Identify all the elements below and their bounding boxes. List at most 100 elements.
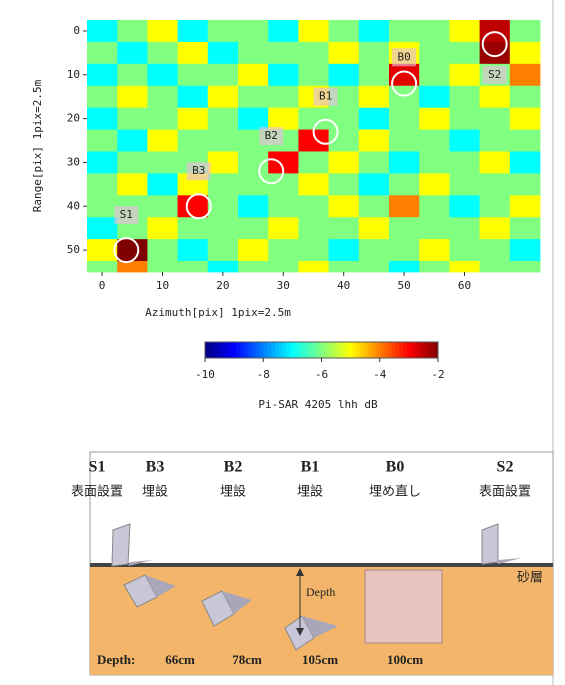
colorbar-swatch [313,342,319,358]
heatmap-cell [87,107,118,130]
heatmap-cell [328,107,360,130]
heatmap-cell [147,63,178,87]
target-label: S1 [120,208,133,221]
target-circle [185,193,212,220]
colorbar-swatch [286,342,291,358]
target-circle [391,70,418,97]
heatmap-cell [419,107,450,130]
colorbar-label: Pi-SAR 4205 lhh dB [258,398,378,411]
heatmap-cell [389,20,420,43]
heatmap-cell [419,20,450,43]
depth-title: Depth: [97,652,135,667]
target-label: B0 [397,50,410,63]
target-label: S2 [488,68,501,81]
colorbar-swatch [403,342,408,358]
heatmap-cell [449,195,480,218]
ground-line [90,563,553,567]
heatmap-cell [147,239,178,262]
colorbar-swatch [329,342,334,358]
heatmap-cell [298,239,329,262]
colorbar-swatch [263,342,268,358]
colorbar-swatch [379,342,385,358]
heatmap-cell [207,20,239,43]
heatmap-cell [479,107,511,130]
target-name: S2 [497,459,514,476]
colorbar-swatch [337,342,342,358]
heatmap-cell [358,41,390,65]
colorbar-swatch [212,342,218,358]
target-label: B2 [265,129,278,142]
colorbar-swatch [387,342,392,358]
colorbar-swatch [317,342,322,358]
target-circle [258,158,285,185]
heatmap-cell [117,63,148,87]
colorbar-swatch [247,342,253,358]
colorbar-swatch [216,342,222,358]
colorbar-swatch [406,342,412,358]
heatmap-cell [238,261,269,273]
depth-value: 105cm [302,652,338,667]
heatmap-cell [509,261,541,273]
target-label: B3 [192,164,205,177]
depth-arrow-head [296,568,304,576]
heatmap-cell [147,151,178,174]
heatmap-cell [479,217,511,240]
heatmap-cell [238,107,269,130]
heatmap-cell [358,151,390,174]
heatmap-cell [87,261,118,273]
heatmap-cell [358,239,390,262]
colorbar-swatch [348,342,354,358]
colorbar-tick-label: -2 [431,368,444,381]
heatmap-cell [238,195,269,218]
colorbar-tick-label: -4 [373,368,387,381]
colorbar-swatch [371,342,377,358]
heatmap-cell [358,217,390,240]
colorbar-swatch [294,342,299,358]
heatmap-cell [117,85,148,109]
heatmap-cell [177,261,209,273]
colorbar-swatch [399,342,404,358]
colorbar-swatch [418,342,423,358]
y-tick-label: 20 [67,112,80,125]
heatmap-cell [268,20,299,43]
heatmap-cell [147,20,178,43]
heatmap-cell [358,195,390,218]
heatmap-cell [147,173,178,196]
heatmap-cell [117,173,148,196]
target-name: S1 [89,459,106,476]
heatmap-cell [298,151,329,174]
heatmap-cell [147,85,178,109]
target-circle [312,118,339,145]
colorbar-swatch [232,342,237,358]
reflector-b3-wing [145,575,176,597]
heatmap-cell [298,129,329,152]
heatmap-cell [328,20,360,43]
heatmap-cell [268,85,299,109]
colorbar-swatch [251,342,256,358]
colorbar-swatch [360,342,365,358]
heatmap-cell [509,107,541,130]
colorbar-swatch [391,342,396,358]
heatmap-cell [449,217,480,240]
heatmap-cell [268,63,299,87]
heatmap-cell [479,239,511,262]
y-tick-label: 40 [67,199,80,212]
heatmap-cell [87,239,118,262]
reflector-s2 [481,523,499,565]
heatmap-cell [207,63,239,87]
colorbar-swatch [243,342,249,358]
heatmap-cell [449,129,480,152]
y-axis-label: Range[pix] 1pix=2.5m [31,79,44,212]
y-tick-label: 50 [67,243,80,256]
heatmap-cell [87,129,118,152]
depth-arrow-label: Depth [306,585,335,599]
colorbar-tick-label: -8 [257,368,270,381]
heatmap-cell [117,41,148,65]
target-label-bg [186,162,211,181]
depth-arrow-head [296,628,304,636]
heatmap-cell [358,129,390,152]
heatmap-cell [328,261,360,273]
heatmap-cell [298,195,329,218]
y-tick-label: 30 [67,155,80,168]
colorbar-swatch [426,342,431,358]
